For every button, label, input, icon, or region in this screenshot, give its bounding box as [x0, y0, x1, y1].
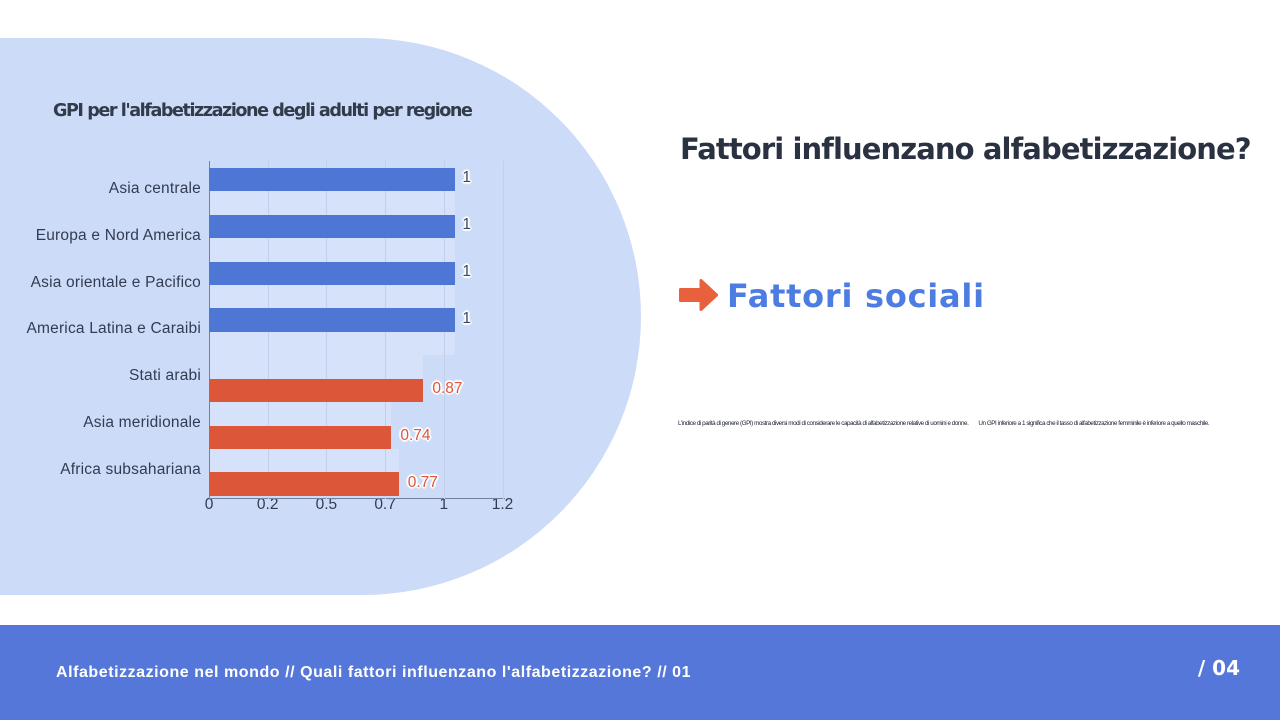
caption-text: L'indice di parità di genere (GPI) mostr…: [678, 420, 1210, 427]
chart-panel-background: [0, 38, 641, 595]
right-arrow-icon: [679, 278, 718, 311]
slide-title: Fattori influenzano alfabetizzazione?: [680, 132, 1252, 166]
footer-bar: Alfabetizzazione nel mondo // Quali fatt…: [0, 625, 1280, 720]
bullet-label: Fattori sociali: [727, 277, 985, 315]
chart-title: GPI per l'alfabetizzazione degli adulti …: [53, 101, 473, 121]
bullet-item: Fattori sociali: [679, 277, 985, 315]
footer-page-number: / 04: [1197, 656, 1240, 680]
footer-breadcrumb: Alfabetizzazione nel mondo // Quali fatt…: [56, 664, 692, 681]
caption-sentence-2: Un GPI inferiore a 1 significa che il ta…: [978, 420, 1210, 427]
caption-sentence-1: L'indice di parità di genere (GPI) mostr…: [678, 420, 969, 427]
